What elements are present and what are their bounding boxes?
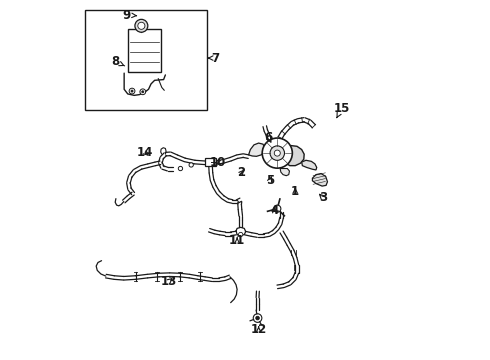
Polygon shape [302,160,317,170]
Circle shape [274,150,280,156]
Text: 13: 13 [161,275,177,288]
Text: 10: 10 [210,156,226,169]
Circle shape [178,166,183,171]
Circle shape [138,22,145,30]
Text: 7: 7 [208,51,220,64]
Polygon shape [248,143,265,156]
Text: 14: 14 [136,145,153,158]
Circle shape [239,232,243,237]
FancyBboxPatch shape [128,30,161,72]
Circle shape [270,146,285,160]
Text: 5: 5 [266,174,274,186]
Circle shape [274,205,281,212]
Text: 6: 6 [264,131,272,144]
Text: 1: 1 [291,185,299,198]
Text: 15: 15 [334,102,350,118]
Circle shape [262,138,293,168]
Polygon shape [313,174,327,186]
Text: 3: 3 [319,192,327,204]
Polygon shape [280,168,290,176]
Circle shape [253,314,262,322]
Circle shape [189,163,194,167]
Text: 12: 12 [250,323,267,336]
Bar [205,158,216,166]
Text: 4: 4 [270,204,279,217]
Text: 2: 2 [237,166,245,179]
Circle shape [256,316,259,320]
Circle shape [142,91,144,93]
Circle shape [135,19,148,32]
Circle shape [140,89,146,95]
Text: 8: 8 [111,55,124,68]
Text: 11: 11 [229,234,245,247]
Bar [85,10,207,110]
Circle shape [131,90,133,92]
Text: 9: 9 [122,9,137,22]
Polygon shape [283,145,304,166]
Circle shape [129,88,135,94]
